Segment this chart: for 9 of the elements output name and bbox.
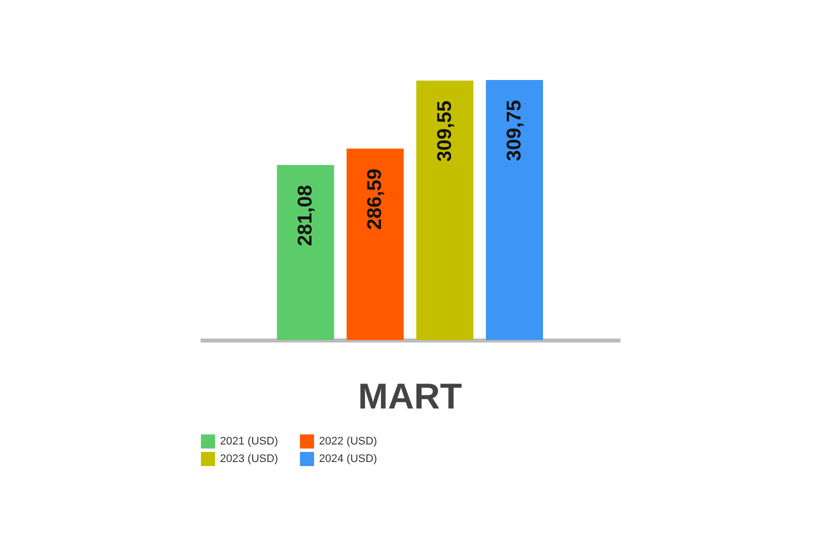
legend-label: 2021 (USD) [220, 435, 278, 448]
data-label: 286,59 [364, 168, 386, 230]
data-label: 281,08 [294, 184, 317, 246]
x-tick-label: MART [358, 376, 462, 416]
data-label: 309,75 [503, 100, 526, 162]
data-label: 309,55 [434, 100, 456, 162]
legend-label: 2024 (USD) [319, 453, 378, 465]
legend-label: 2023 (USD) [220, 453, 278, 465]
legend-label: 2022 (USD) [319, 435, 378, 448]
